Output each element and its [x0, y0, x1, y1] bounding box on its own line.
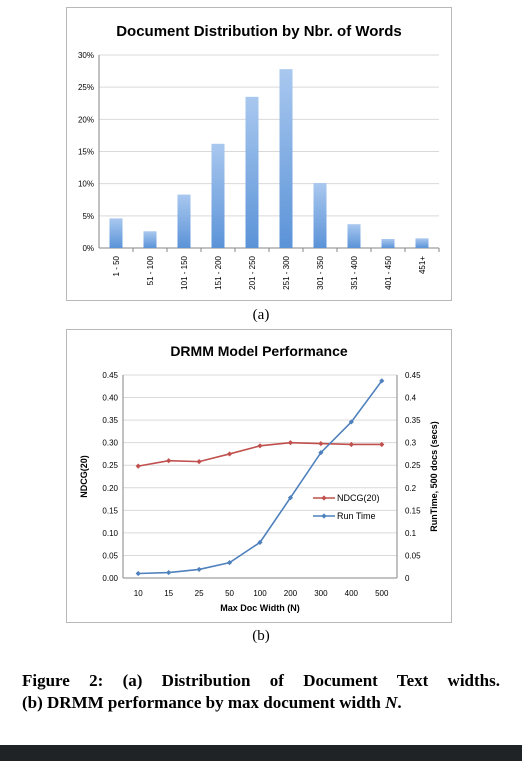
- chart-title: Document Distribution by Nbr. of Words: [116, 23, 402, 40]
- data-point: [287, 495, 294, 501]
- y2-tick-label: 0.2: [405, 484, 417, 493]
- x-tick-label: 1 - 50: [112, 255, 121, 276]
- panel-a-label: (a): [252, 307, 270, 323]
- y-tick-label: 20%: [78, 115, 94, 124]
- bar: [381, 238, 395, 248]
- y-tick-label: 30%: [78, 51, 94, 60]
- x-tick-label: 351 - 400: [350, 255, 359, 289]
- bottom-bar: [0, 745, 522, 761]
- line-chart-drmm-performance: DRMM Model Performance0.000.050.100.150.…: [79, 343, 439, 613]
- x-tick-label: 25: [195, 589, 204, 598]
- data-point: [257, 539, 263, 545]
- data-point: [166, 458, 172, 464]
- x-tick-label: 451+: [418, 256, 427, 274]
- caption-line-2-text: (b) DRMM performance by max document wid…: [22, 693, 386, 712]
- y-tick-label: 0.45: [102, 371, 118, 380]
- data-point: [226, 451, 233, 457]
- y2-axis-title: RunTime, 500 docs (secs): [429, 421, 439, 531]
- legend-marker: [321, 513, 327, 519]
- x-tick-label: 401 - 450: [384, 255, 393, 289]
- y-tick-label: 15%: [78, 148, 94, 157]
- x-tick-label: 151 - 200: [214, 255, 223, 289]
- data-point: [135, 463, 141, 469]
- x-tick-label: 101 - 150: [180, 255, 189, 289]
- bar: [415, 238, 429, 248]
- x-tick-label: 251 - 300: [282, 255, 291, 289]
- y-tick-label: 0.35: [102, 416, 118, 425]
- data-point: [196, 459, 202, 465]
- y2-tick-label: 0.05: [405, 551, 421, 560]
- x-tick-label: 10: [134, 589, 143, 598]
- data-point: [166, 569, 172, 576]
- figure-caption: Figure 2: (a) Distribution of Document T…: [22, 670, 500, 714]
- y2-tick-label: 0: [405, 574, 410, 583]
- y2-tick-label: 0.35: [405, 416, 421, 425]
- bar: [143, 231, 157, 248]
- chart-title: DRMM Model Performance: [170, 343, 348, 359]
- y-tick-label: 0.20: [102, 484, 118, 493]
- y2-tick-label: 0.4: [405, 394, 417, 403]
- x-tick-label: 100: [253, 589, 267, 598]
- y-tick-label: 5%: [82, 212, 94, 221]
- y2-tick-label: 0.25: [405, 461, 421, 470]
- x-tick-label: 51 - 100: [146, 255, 155, 285]
- y-tick-label: 0.25: [102, 461, 118, 470]
- x-tick-label: 301 - 350: [316, 255, 325, 289]
- y-tick-label: 25%: [78, 83, 94, 92]
- y-axis-title: NDCG(20): [79, 455, 89, 498]
- x-tick-label: 201 - 250: [248, 255, 257, 289]
- x-tick-label: 300: [314, 589, 328, 598]
- panel-b-label: (b): [252, 628, 270, 644]
- bar: [177, 194, 191, 248]
- x-tick-label: 500: [375, 589, 389, 598]
- caption-line-1: Figure 2: (a) Distribution of Document T…: [22, 671, 500, 690]
- y-tick-label: 0.10: [102, 529, 118, 538]
- y-tick-label: 0%: [82, 244, 94, 253]
- x-axis-title: Max Doc Width (N): [220, 603, 299, 613]
- x-tick-label: 50: [225, 589, 234, 598]
- x-tick-label: 15: [164, 589, 173, 598]
- data-point: [226, 560, 233, 566]
- y-tick-label: 0.30: [102, 439, 118, 448]
- bar: [347, 224, 361, 248]
- y-tick-label: 10%: [78, 180, 94, 189]
- caption-line-2-end: .: [397, 693, 402, 712]
- y2-tick-label: 0.45: [405, 371, 421, 380]
- data-point: [135, 570, 141, 577]
- bar: [313, 183, 327, 248]
- y2-tick-label: 0.3: [405, 439, 417, 448]
- bar-chart-document-distribution: Document Distribution by Nbr. of Words 0%…: [78, 23, 440, 290]
- y-tick-label: 0.15: [102, 506, 118, 515]
- data-point: [318, 440, 324, 447]
- bar: [279, 69, 293, 248]
- chart-panel-a: Document Distribution by Nbr. of Words 0%…: [66, 7, 452, 301]
- y2-tick-label: 0.15: [405, 506, 421, 515]
- bar: [245, 96, 259, 248]
- data-point: [196, 566, 202, 573]
- data-point: [257, 443, 263, 449]
- legend-label: NDCG(20): [337, 493, 380, 503]
- x-tick-label: 200: [284, 589, 298, 598]
- y-tick-label: 0.00: [102, 574, 118, 583]
- legend-label: Run Time: [337, 511, 376, 521]
- caption-variable: N: [385, 693, 398, 712]
- chart-panel-b: DRMM Model Performance 0.00 0.05 0.10 0.15 0.…: [66, 329, 452, 623]
- bar: [109, 218, 123, 248]
- caption-line-2: (b) DRMM performance by max document wid…: [22, 692, 500, 714]
- y2-tick-label: 0.1: [405, 529, 417, 538]
- legend-marker: [321, 495, 327, 501]
- data-point: [379, 378, 385, 384]
- x-tick-label: 400: [345, 589, 359, 598]
- bar: [211, 143, 225, 248]
- data-point: [287, 440, 294, 446]
- y-tick-label: 0.05: [102, 551, 118, 560]
- y-tick-label: 0.40: [102, 394, 118, 403]
